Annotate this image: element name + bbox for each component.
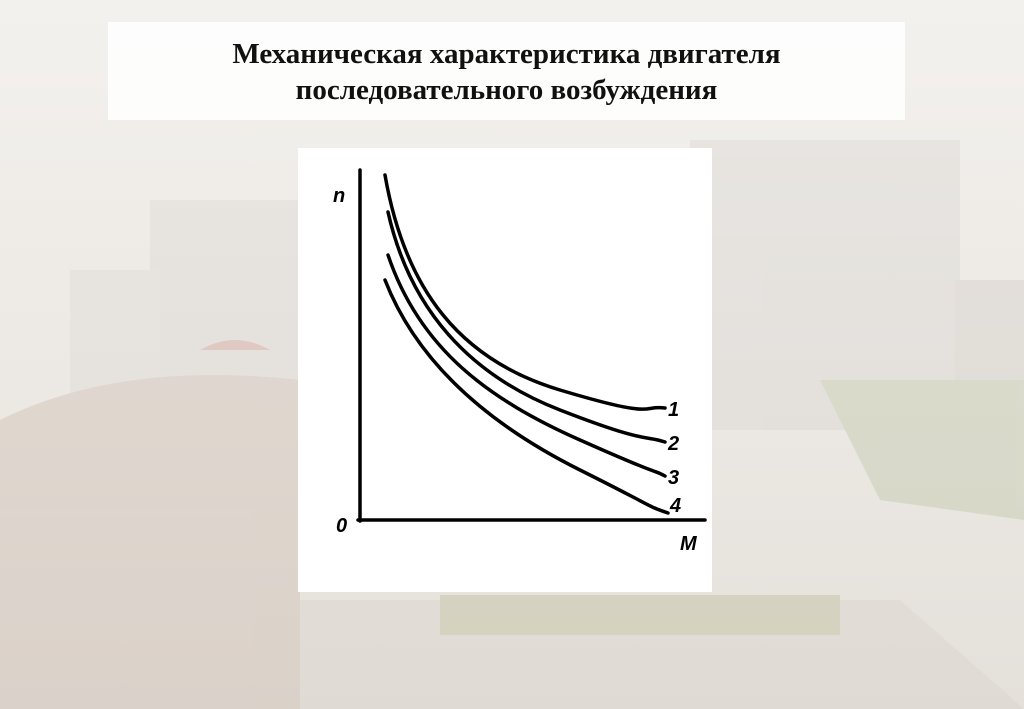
curve (386, 210, 667, 444)
curve (383, 278, 670, 515)
origin-label: 0 (336, 515, 347, 537)
title-line: Механическая характеристика двигателя (232, 38, 781, 70)
curve (383, 173, 667, 411)
title-band: Механическая характеристика двигателя по… (108, 22, 905, 120)
curve-label: 4 (669, 495, 681, 517)
figure-background (298, 148, 712, 592)
y-axis-label: n (333, 185, 345, 207)
title-line: последовательного возбуждения (295, 74, 718, 106)
curve (386, 253, 667, 478)
curve-label: 3 (668, 467, 679, 489)
figure: n 0 M 1 2 3 4 (298, 148, 712, 592)
x-axis-label: M (680, 533, 698, 555)
curve-label: 2 (667, 433, 679, 455)
curve-label: 1 (668, 399, 679, 421)
